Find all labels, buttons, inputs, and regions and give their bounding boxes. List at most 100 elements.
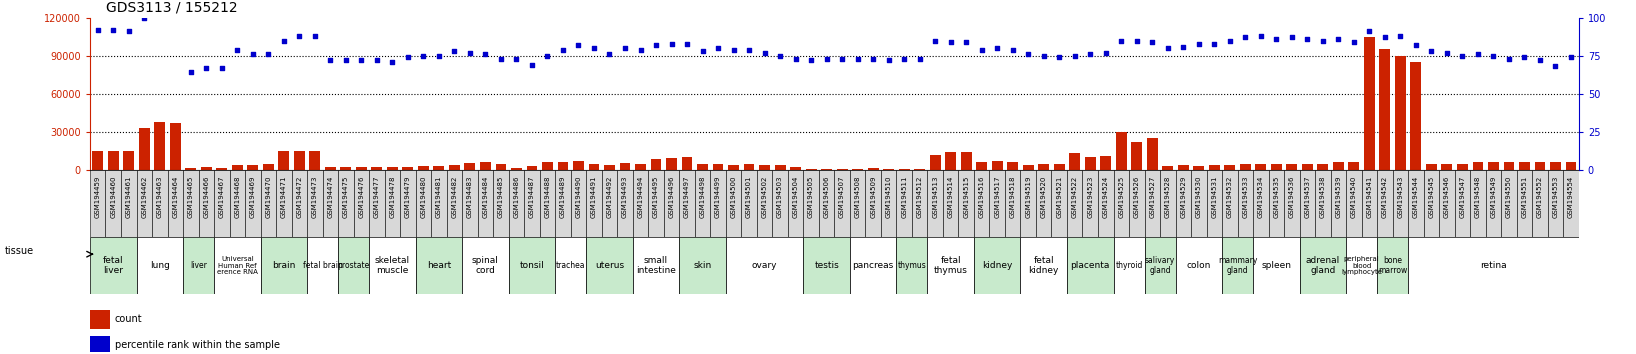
Bar bbox=[1517, 170, 1533, 237]
Text: GSM194504: GSM194504 bbox=[792, 175, 798, 218]
Point bbox=[643, 42, 669, 48]
Bar bbox=[1346, 170, 1361, 237]
Bar bbox=[1549, 162, 1561, 170]
Bar bbox=[710, 170, 726, 237]
Point bbox=[425, 53, 452, 58]
Bar bbox=[542, 162, 553, 170]
Bar bbox=[1315, 170, 1330, 237]
Bar bbox=[527, 166, 537, 170]
Bar bbox=[492, 170, 509, 237]
Point bbox=[969, 47, 995, 52]
Bar bbox=[123, 151, 134, 170]
Bar bbox=[1520, 162, 1530, 170]
Bar bbox=[834, 170, 849, 237]
Bar bbox=[1346, 237, 1378, 294]
Bar bbox=[291, 170, 308, 237]
Bar bbox=[447, 170, 463, 237]
Bar bbox=[1098, 170, 1114, 237]
Bar bbox=[1255, 164, 1266, 170]
Bar bbox=[1302, 164, 1312, 170]
Point bbox=[100, 27, 126, 33]
Bar bbox=[772, 170, 789, 237]
Point bbox=[473, 51, 499, 57]
Point bbox=[209, 65, 236, 71]
Text: lung: lung bbox=[151, 261, 170, 270]
Point bbox=[1248, 33, 1274, 39]
Point bbox=[456, 50, 483, 56]
Bar bbox=[509, 170, 524, 237]
Bar bbox=[260, 170, 276, 237]
Point bbox=[798, 57, 825, 63]
Bar bbox=[465, 163, 476, 170]
Bar bbox=[571, 170, 586, 237]
Text: GSM194480: GSM194480 bbox=[420, 175, 427, 218]
Bar bbox=[388, 167, 398, 170]
Bar bbox=[849, 170, 865, 237]
Bar bbox=[1364, 37, 1374, 170]
Bar bbox=[883, 169, 893, 170]
Bar bbox=[417, 166, 429, 170]
Point bbox=[1139, 39, 1165, 45]
Bar bbox=[357, 167, 366, 170]
Text: fetal
kidney: fetal kidney bbox=[1029, 256, 1058, 275]
Bar bbox=[1286, 164, 1297, 170]
Text: GSM194472: GSM194472 bbox=[296, 175, 303, 218]
Bar bbox=[216, 168, 227, 170]
Text: tissue: tissue bbox=[5, 246, 34, 256]
Text: GSM194536: GSM194536 bbox=[1289, 175, 1294, 218]
Bar bbox=[339, 170, 353, 237]
Text: GSM194467: GSM194467 bbox=[219, 175, 224, 218]
Bar bbox=[573, 161, 584, 170]
Text: GSM194543: GSM194543 bbox=[1397, 175, 1404, 218]
Bar bbox=[697, 164, 708, 170]
Point bbox=[1155, 45, 1181, 51]
Bar bbox=[1036, 170, 1052, 237]
Bar bbox=[154, 122, 165, 170]
Text: GSM194464: GSM194464 bbox=[172, 175, 178, 218]
Text: GSM194523: GSM194523 bbox=[1088, 175, 1093, 218]
Text: GSM194529: GSM194529 bbox=[1180, 175, 1186, 218]
Point bbox=[1310, 38, 1337, 44]
Bar bbox=[942, 170, 959, 237]
Bar bbox=[682, 157, 692, 170]
Point bbox=[178, 70, 204, 75]
Text: GSM194531: GSM194531 bbox=[1211, 175, 1217, 218]
Bar bbox=[1379, 50, 1391, 170]
Text: prostate: prostate bbox=[337, 261, 370, 270]
Bar bbox=[260, 237, 308, 294]
Text: GSM194499: GSM194499 bbox=[715, 175, 721, 218]
Bar bbox=[1222, 237, 1253, 294]
Text: GSM194492: GSM194492 bbox=[607, 175, 612, 218]
Text: GSM194461: GSM194461 bbox=[126, 175, 133, 218]
Bar bbox=[1440, 170, 1454, 237]
Bar bbox=[1253, 170, 1268, 237]
Text: fetal brain: fetal brain bbox=[303, 261, 342, 270]
Bar bbox=[245, 170, 260, 237]
Text: GSM194478: GSM194478 bbox=[389, 175, 396, 218]
Bar bbox=[479, 162, 491, 170]
Bar bbox=[973, 170, 990, 237]
Bar bbox=[183, 170, 198, 237]
Text: GSM194463: GSM194463 bbox=[157, 175, 162, 218]
Bar bbox=[448, 165, 460, 170]
Text: GSM194518: GSM194518 bbox=[1009, 175, 1016, 218]
Bar bbox=[757, 170, 772, 237]
Text: GSM194490: GSM194490 bbox=[576, 175, 581, 218]
Bar bbox=[915, 169, 924, 170]
Bar bbox=[589, 164, 599, 170]
Bar bbox=[1176, 237, 1222, 294]
Point bbox=[1543, 64, 1569, 69]
Bar bbox=[1193, 166, 1204, 170]
Point bbox=[658, 41, 684, 46]
Text: thyroid: thyroid bbox=[1116, 261, 1142, 270]
Bar bbox=[461, 237, 509, 294]
Text: GSM194488: GSM194488 bbox=[545, 175, 550, 218]
Text: GSM194491: GSM194491 bbox=[591, 175, 597, 218]
Bar bbox=[726, 170, 741, 237]
Bar bbox=[867, 168, 879, 170]
Point bbox=[581, 45, 607, 51]
Text: GSM194503: GSM194503 bbox=[777, 175, 784, 218]
Text: fetal
thymus: fetal thymus bbox=[934, 256, 967, 275]
Text: GSM194546: GSM194546 bbox=[1445, 175, 1449, 218]
Text: GSM194484: GSM194484 bbox=[483, 175, 489, 218]
